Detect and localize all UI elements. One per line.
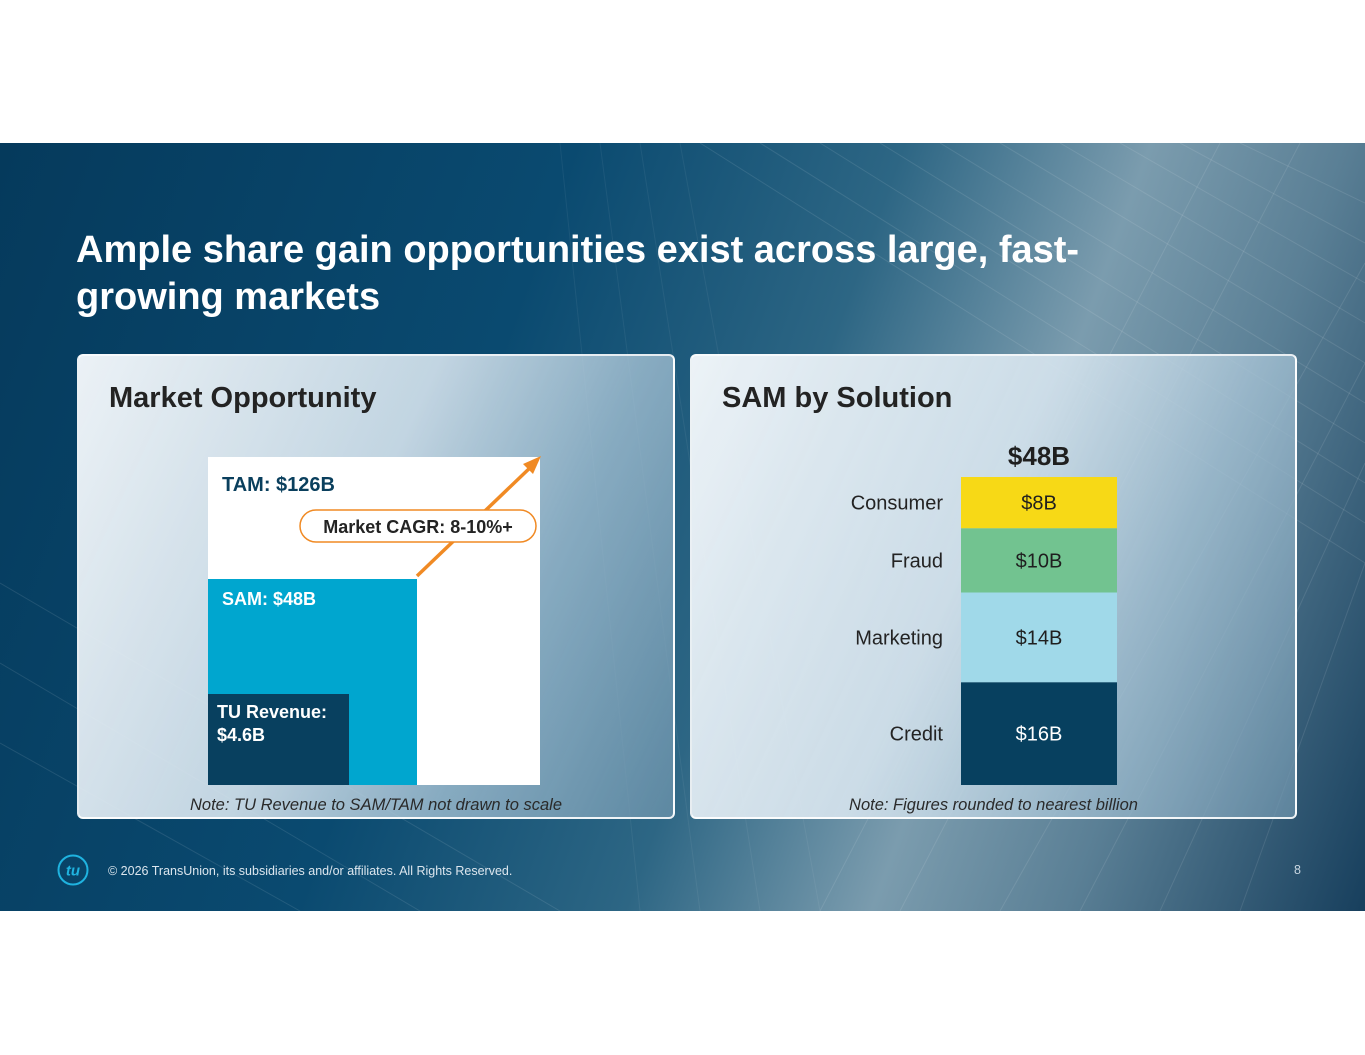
segment-marketing (961, 592, 1117, 683)
value-label-fraud: $10B (1016, 550, 1063, 572)
segment-fraud (961, 528, 1117, 593)
page-title: Ample share gain opportunities exist acr… (76, 229, 1080, 318)
value-label-credit: $16B (1016, 724, 1063, 746)
panel-heading: SAM by Solution (722, 382, 953, 414)
page-number: 8 (1294, 863, 1301, 877)
transunion-logo-icon: tu (57, 854, 89, 886)
tu-revenue-area (208, 694, 349, 785)
category-label-consumer: Consumer (851, 493, 944, 515)
rounding-note: Note: Figures rounded to nearest billion (849, 796, 1138, 814)
market-opportunity-panel: Market Opportunity TAM: $126B SAM: $48B … (77, 354, 675, 819)
copyright-text: © 2026 TransUnion, its subsidiaries and/… (108, 864, 513, 878)
tu-revenue-label-line1: TU Revenue: (217, 702, 327, 722)
svg-text:tu: tu (66, 863, 80, 880)
slide: Ample share gain opportunities exist acr… (0, 143, 1365, 911)
tu-revenue-label-line2: $4.6B (217, 725, 265, 745)
tam-label: TAM: $126B (222, 474, 335, 496)
panel-heading: Market Opportunity (109, 382, 377, 414)
sam-label: SAM: $48B (222, 589, 316, 609)
market-opportunity-chart: TAM: $126B SAM: $48B TU Revenue: $4.6B M… (208, 456, 541, 785)
cagr-label: Market CAGR: 8-10%+ (323, 517, 513, 537)
segment-consumer (961, 477, 1117, 529)
category-label-fraud: Fraud (891, 550, 943, 572)
category-label-marketing: Marketing (855, 627, 943, 649)
segment-credit (961, 682, 1117, 785)
value-label-consumer: $8B (1021, 493, 1057, 515)
cagr-callout (299, 509, 537, 543)
scale-note: Note: TU Revenue to SAM/TAM not drawn to… (189, 796, 562, 814)
cagr-arrowhead (523, 456, 541, 474)
sam-by-solution-panel: SAM by Solution $48B $8B Consumer $10B Frau… (690, 354, 1297, 819)
category-label-credit: Credit (890, 724, 944, 746)
value-label-marketing: $14B (1016, 627, 1063, 649)
total-label: $48B (1008, 441, 1070, 471)
sam-stacked-bar-chart: $48B $8B Consumer $10B Fraud $14B Marketing $1… (851, 441, 1117, 785)
